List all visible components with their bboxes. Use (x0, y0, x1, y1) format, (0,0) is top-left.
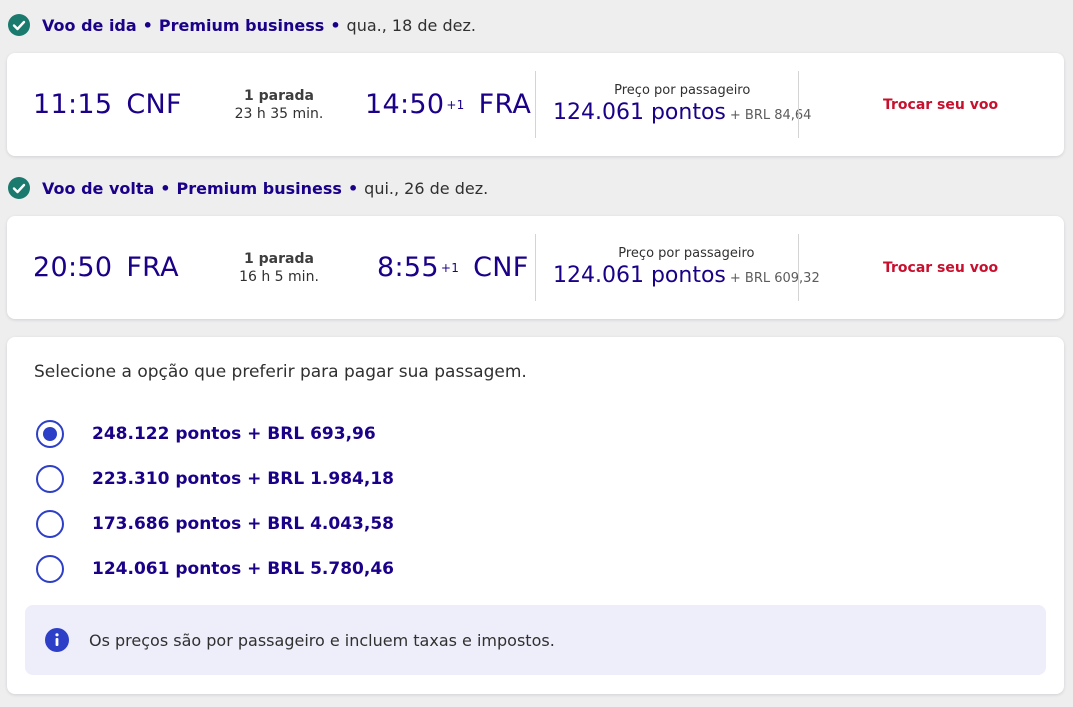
payment-option[interactable]: 173.686 pontos + BRL 4.043,58 (36, 501, 394, 546)
return-arrival-code: CNF (473, 252, 529, 283)
payment-option-label: 124.061 pontos + BRL 5.780,46 (92, 558, 394, 579)
return-stops: 1 parada 16 h 5 min. (199, 216, 359, 319)
outbound-price-extra: + BRL 84,64 (729, 107, 812, 123)
outbound-departure-time: 11:15 (33, 89, 113, 120)
return-price: Preço por passageiro 124.061 pontos + BRL… (553, 216, 820, 319)
return-price-points: 124.061 pontos (553, 262, 726, 288)
return-departure-time: 20:50 (33, 252, 113, 283)
return-header-text: Voo de volta • Premium business • qui., 26 d… (42, 178, 489, 198)
outbound-title: Voo de ida (42, 15, 137, 35)
return-price-extra: + BRL 609,32 (729, 270, 820, 286)
payment-option-label: 223.310 pontos + BRL 1.984,18 (92, 468, 394, 489)
payment-option[interactable]: 223.310 pontos + BRL 1.984,18 (36, 456, 394, 501)
radio-button[interactable] (36, 464, 64, 493)
outbound-duration: 23 h 35 min. (234, 105, 324, 122)
info-banner: Os preços são por passageiro e incluem t… (25, 605, 1046, 675)
outbound-arrival-time: 14:50 (365, 89, 445, 120)
return-price-label: Preço por passageiro (618, 245, 755, 261)
payment-options-list: 248.122 pontos + BRL 693,96 223.310 pont… (36, 411, 394, 591)
return-change-flight-button[interactable]: Trocar seu voo (883, 259, 999, 276)
payment-options-card: Selecione a opção que preferir para paga… (7, 337, 1064, 694)
outbound-arrival-code: FRA (478, 89, 532, 120)
outbound-departure-code: CNF (126, 89, 182, 120)
return-duration: 16 h 5 min. (239, 268, 319, 285)
return-title: Voo de volta (42, 178, 155, 198)
outbound-cabin: Premium business (158, 15, 325, 35)
outbound-arrival: 14:50 +1 FRA (365, 53, 531, 156)
outbound-header: Voo de ida • Premium business • qua., 18 de … (8, 11, 476, 39)
radio-button[interactable] (36, 419, 64, 448)
radio-button[interactable] (36, 509, 64, 538)
divider (798, 71, 799, 138)
payment-instruction: Selecione a opção que preferir para paga… (34, 362, 527, 382)
payment-option[interactable]: 124.061 pontos + BRL 5.780,46 (36, 546, 394, 591)
payment-option[interactable]: 248.122 pontos + BRL 693,96 (36, 411, 394, 456)
return-departure: 20:50 FRA (33, 216, 179, 319)
outbound-stops: 1 parada 23 h 35 min. (199, 53, 359, 156)
outbound-date: qua., 18 de dez. (346, 15, 476, 35)
return-stops-count: 1 parada (244, 250, 314, 267)
outbound-header-text: Voo de ida • Premium business • qua., 18 de … (42, 15, 476, 35)
return-cabin: Premium business (176, 178, 342, 198)
return-departure-code: FRA (126, 252, 179, 283)
payment-option-label: 248.122 pontos + BRL 693,96 (92, 423, 376, 444)
outbound-flight-card: 11:15 CNF 1 parada 23 h 35 min. 14:50 +1 … (7, 53, 1064, 156)
outbound-change-flight-button[interactable]: Trocar seu voo (883, 96, 999, 113)
divider (535, 71, 536, 138)
return-arrival: 8:55 +1 CNF (377, 216, 529, 319)
return-arrival-offset: +1 (440, 260, 460, 275)
outbound-price: Preço por passageiro 124.061 pontos + BRL… (553, 53, 811, 156)
return-flight-card: 20:50 FRA 1 parada 16 h 5 min. 8:55 +1 CN… (7, 216, 1064, 319)
info-icon (45, 628, 69, 652)
outbound-arrival-offset: +1 (446, 97, 465, 112)
radio-button[interactable] (36, 554, 64, 583)
divider (535, 234, 536, 301)
payment-option-label: 173.686 pontos + BRL 4.043,58 (92, 513, 394, 534)
info-text: Os preços são por passageiro e incluem t… (89, 630, 555, 650)
return-arrival-time: 8:55 (377, 252, 439, 283)
outbound-price-label: Preço por passageiro (614, 82, 751, 98)
outbound-price-points: 124.061 pontos (553, 99, 726, 125)
check-circle-icon (8, 177, 30, 199)
check-circle-icon (8, 14, 30, 36)
divider (798, 234, 799, 301)
return-header: Voo de volta • Premium business • qui., 26 d… (8, 174, 488, 202)
outbound-departure: 11:15 CNF (33, 53, 182, 156)
return-date: qui., 26 de dez. (364, 178, 489, 198)
outbound-stops-count: 1 parada (244, 87, 314, 104)
